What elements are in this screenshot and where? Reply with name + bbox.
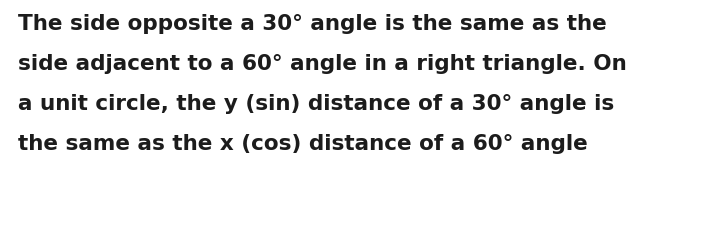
Text: side adjacent to a 60° angle in a right triangle. On: side adjacent to a 60° angle in a right … [18,54,626,74]
Text: The side opposite a 30° angle is the same as the: The side opposite a 30° angle is the sam… [18,14,607,34]
Text: a unit circle, the y (sin) distance of a 30° angle is: a unit circle, the y (sin) distance of a… [18,94,614,114]
Text: the same as the x (cos) distance of a 60° angle: the same as the x (cos) distance of a 60… [18,134,588,154]
